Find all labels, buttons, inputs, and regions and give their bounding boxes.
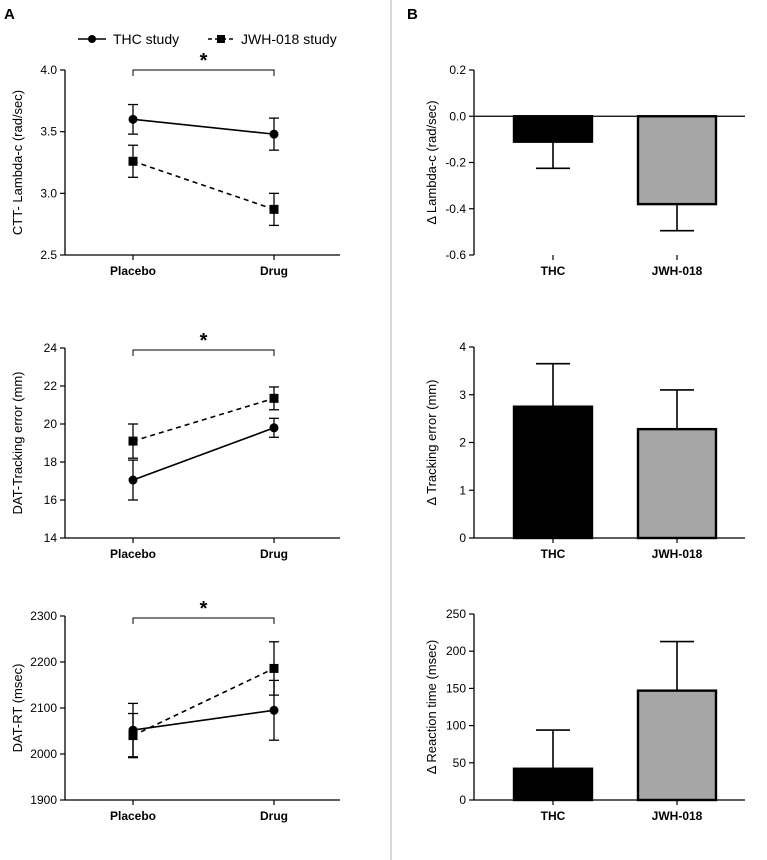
legend-thc-label: THC study bbox=[113, 31, 179, 47]
data-point-circle bbox=[269, 423, 279, 433]
y-tick-label: 0.0 bbox=[449, 109, 466, 123]
chart-a1: 2.5 3.0 3.5 4.0 Placebo Drug CTT- Lambda-c (ra… bbox=[10, 50, 340, 278]
y-tick-label: 24 bbox=[44, 341, 58, 355]
y-tick-label: 200 bbox=[446, 644, 466, 658]
bar-thc bbox=[512, 405, 594, 540]
y-tick-label: 2000 bbox=[30, 747, 57, 761]
legend-thc-circle-marker bbox=[88, 35, 96, 43]
series-line-jwh bbox=[132, 397, 275, 442]
data-point-square bbox=[128, 436, 138, 446]
legend-jwh-square-marker bbox=[217, 35, 225, 43]
x-category-label: Placebo bbox=[110, 264, 156, 278]
y-tick-label: 150 bbox=[446, 681, 466, 695]
bar-thc bbox=[512, 115, 594, 143]
x-category-label: THC bbox=[541, 547, 566, 561]
y-tick-label: -0.2 bbox=[445, 156, 466, 170]
data-point-square bbox=[269, 663, 279, 673]
data-point-circle bbox=[269, 705, 279, 715]
data-point-circle bbox=[128, 114, 138, 124]
panel-label-b: B bbox=[407, 6, 418, 23]
y-axis-title: CTT- Lambda-c (rad/sec) bbox=[10, 90, 25, 235]
charts: 2.5 3.0 3.5 4.0 Placebo Drug CTT- Lambda-c (ra… bbox=[10, 50, 745, 823]
y-tick-label: 0 bbox=[459, 531, 466, 545]
y-tick-label: 3.0 bbox=[40, 186, 57, 200]
legend-jwh-label: JWH-018 study bbox=[241, 31, 337, 47]
series-line-jwh bbox=[132, 667, 275, 737]
y-tick-label: 0 bbox=[459, 793, 466, 807]
y-tick-label: -0.6 bbox=[445, 248, 466, 262]
y-tick-label: 2100 bbox=[30, 701, 57, 715]
x-category-label: Placebo bbox=[110, 809, 156, 823]
y-tick-label: 50 bbox=[453, 756, 467, 770]
data-point-square bbox=[128, 156, 138, 166]
y-tick-label: 250 bbox=[446, 607, 466, 621]
y-tick-label: 4 bbox=[459, 340, 466, 354]
y-axis-title: Δ Tracking error (mm) bbox=[424, 380, 439, 506]
y-axis-title: Δ Lambda-c (rad/sec) bbox=[424, 100, 439, 224]
x-category-label: Drug bbox=[260, 809, 288, 823]
bar-jwh-018 bbox=[636, 689, 718, 802]
significance-star: * bbox=[200, 50, 208, 72]
panel-label-a: A bbox=[4, 6, 15, 23]
series-line-thc bbox=[132, 118, 275, 135]
x-category-label: Drug bbox=[260, 264, 288, 278]
y-tick-label: 1900 bbox=[30, 793, 57, 807]
data-point-square bbox=[269, 204, 279, 214]
y-axis-title: Δ Reaction time (msec) bbox=[424, 640, 439, 774]
chart-b2: 0 1 2 3 4 THC JWH-018 Δ Tracking error (mm) bbox=[424, 340, 745, 561]
bar-thc bbox=[512, 767, 594, 802]
data-point-square bbox=[128, 731, 138, 741]
series-line-jwh bbox=[132, 160, 275, 211]
y-tick-label: 2300 bbox=[30, 609, 57, 623]
x-category-label: JWH-018 bbox=[652, 264, 703, 278]
significance-bracket bbox=[132, 617, 275, 624]
legend: THC study JWH-018 study bbox=[78, 31, 337, 47]
y-tick-label: 4.0 bbox=[40, 63, 57, 77]
y-tick-label: 3 bbox=[459, 388, 466, 402]
significance-star: * bbox=[200, 330, 208, 352]
y-tick-label: 18 bbox=[44, 455, 58, 469]
chart-a3: 1900 2000 2100 2200 2300 Placebo Drug DAT-RT (m… bbox=[10, 598, 340, 823]
y-axis-title: DAT-Tracking error (mm) bbox=[10, 372, 25, 515]
data-point-square bbox=[269, 393, 279, 403]
y-tick-label: 0.2 bbox=[449, 63, 466, 77]
y-tick-label: 100 bbox=[446, 719, 466, 733]
x-category-label: Drug bbox=[260, 547, 288, 561]
series-line-thc bbox=[132, 427, 275, 481]
x-category-label: JWH-018 bbox=[652, 547, 703, 561]
y-tick-label: 3.5 bbox=[40, 125, 57, 139]
y-tick-label: 14 bbox=[44, 531, 58, 545]
y-tick-label: 1 bbox=[459, 483, 466, 497]
y-tick-label: 2 bbox=[459, 436, 466, 450]
series-line-thc bbox=[132, 709, 275, 731]
chart-b3: 0 50 100 150 200 250 THC JWH-018 Δ Reaction time… bbox=[424, 607, 745, 823]
x-category-label: THC bbox=[541, 809, 566, 823]
y-axis-title: DAT-RT (msec) bbox=[10, 664, 25, 753]
y-tick-label: -0.4 bbox=[445, 202, 466, 216]
y-tick-label: 20 bbox=[44, 417, 58, 431]
y-tick-label: 16 bbox=[44, 493, 58, 507]
bar-jwh-018 bbox=[636, 427, 718, 540]
x-category-label: Placebo bbox=[110, 547, 156, 561]
y-tick-label: 2200 bbox=[30, 655, 57, 669]
bar-jwh-018 bbox=[636, 115, 718, 206]
y-tick-label: 2.5 bbox=[40, 248, 57, 262]
y-tick-label: 22 bbox=[44, 379, 58, 393]
data-point-circle bbox=[269, 129, 279, 139]
chart-b1: -0.6 -0.4 -0.2 0.0 0.2 THC JWH-018 Δ Lambda-c (… bbox=[424, 63, 745, 278]
x-category-label: THC bbox=[541, 264, 566, 278]
chart-a2: 14 16 18 20 22 24 Placebo Drug DAT-Tracking erro… bbox=[10, 330, 340, 561]
data-point-circle bbox=[128, 475, 138, 485]
significance-bracket bbox=[132, 349, 275, 356]
significance-bracket bbox=[132, 69, 275, 76]
significance-star: * bbox=[200, 598, 208, 620]
x-category-label: JWH-018 bbox=[652, 809, 703, 823]
